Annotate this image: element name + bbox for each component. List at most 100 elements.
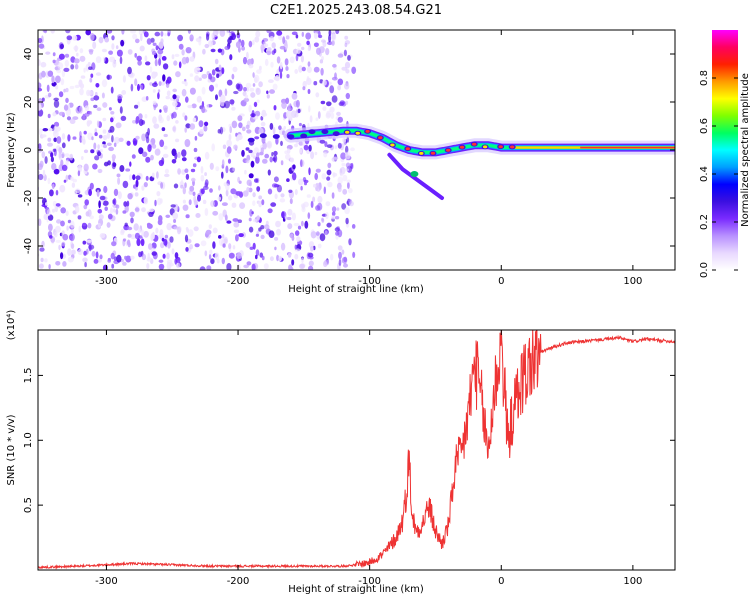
noise-speckle <box>38 263 44 269</box>
noise-speckle <box>174 152 178 160</box>
noise-speckle <box>48 128 53 132</box>
noise-speckle <box>344 83 350 90</box>
noise-speckle <box>162 74 166 82</box>
noise-speckle <box>141 120 146 125</box>
noise-speckle <box>286 74 290 79</box>
noise-speckle <box>135 135 140 140</box>
noise-speckle <box>127 66 132 75</box>
noise-speckle <box>303 144 309 151</box>
noise-speckle <box>320 100 326 105</box>
noise-speckle <box>260 44 265 52</box>
noise-speckle <box>285 35 290 40</box>
noise-speckle <box>147 223 153 229</box>
noise-speckle <box>208 84 215 92</box>
noise-speckle <box>95 56 102 64</box>
noise-speckle <box>233 229 240 234</box>
noise-speckle <box>145 136 150 144</box>
noise-speckle <box>136 55 142 62</box>
signal-hotspot <box>365 129 370 133</box>
noise-speckle <box>192 117 197 123</box>
noise-speckle <box>281 101 287 109</box>
noise-speckle <box>310 231 317 239</box>
noise-speckle <box>106 30 113 34</box>
noise-speckle <box>182 199 186 204</box>
noise-speckle <box>60 159 64 167</box>
noise-speckle <box>344 61 351 69</box>
noise-speckle <box>244 169 247 175</box>
bottom-y-scale-label: (x10⁴) <box>6 310 17 341</box>
noise-speckle <box>96 107 102 112</box>
noise-speckle <box>115 45 119 50</box>
noise-speckle <box>297 108 301 113</box>
noise-speckle <box>61 142 66 149</box>
noise-speckle <box>225 183 230 191</box>
noise-speckle <box>138 147 144 155</box>
noise-speckle <box>77 248 84 255</box>
noise-speckle <box>52 52 56 57</box>
noise-speckle <box>232 245 236 250</box>
noise-speckle <box>306 66 312 73</box>
noise-speckle <box>248 40 253 48</box>
noise-speckle <box>289 56 295 64</box>
noise-speckle <box>260 225 265 230</box>
noise-speckle <box>261 255 265 261</box>
noise-speckle <box>61 70 66 78</box>
noise-speckle <box>125 255 132 263</box>
noise-speckle <box>185 47 192 54</box>
signal-blob <box>272 134 280 139</box>
noise-speckle <box>313 183 317 188</box>
noise-speckle <box>106 132 111 139</box>
noise-speckle <box>351 66 357 75</box>
noise-speckle <box>252 219 258 223</box>
noise-speckle <box>38 109 44 117</box>
noise-speckle <box>218 235 222 239</box>
noise-speckle <box>300 55 304 63</box>
noise-speckle <box>140 33 143 42</box>
noise-speckle <box>91 250 96 257</box>
noise-speckle <box>242 190 249 197</box>
noise-speckle <box>278 125 282 130</box>
noise-speckle <box>256 69 262 74</box>
noise-speckle <box>172 101 178 107</box>
noise-speckle <box>58 53 65 60</box>
colorbar-ticks: 0.0 0.2 0.4 0.6 0.8 <box>699 70 738 278</box>
noise-speckle <box>228 36 233 40</box>
noise-speckle <box>254 136 260 140</box>
noise-speckle <box>252 192 256 198</box>
noise-speckle <box>133 223 139 231</box>
noise-speckle <box>218 185 221 191</box>
noise-speckle <box>341 203 347 210</box>
noise-speckle <box>302 80 307 88</box>
noise-speckle <box>278 34 283 40</box>
noise-speckle <box>332 156 339 160</box>
noise-speckle <box>56 69 62 74</box>
noise-speckle <box>157 219 163 226</box>
noise-speckle <box>212 227 218 234</box>
noise-speckle <box>177 34 184 42</box>
noise-speckle <box>181 80 186 85</box>
noise-speckle <box>87 120 93 125</box>
noise-speckle <box>307 212 311 220</box>
noise-speckle <box>295 230 300 236</box>
noise-speckle <box>92 163 98 170</box>
noise-speckle <box>332 172 336 178</box>
noise-speckle <box>278 255 282 262</box>
noise-speckle <box>310 200 314 208</box>
noise-speckle <box>335 216 340 220</box>
noise-speckle <box>60 252 64 260</box>
noise-speckle <box>108 129 112 133</box>
noise-speckle <box>56 136 62 144</box>
noise-speckle <box>158 259 164 263</box>
noise-speckle <box>200 240 207 247</box>
noise-speckle <box>149 208 154 213</box>
noise-speckle <box>291 212 296 221</box>
noise-speckle <box>166 76 172 84</box>
noise-speckle <box>66 225 69 231</box>
signal-blob <box>259 133 267 139</box>
noise-speckle <box>238 122 243 129</box>
noise-speckle <box>87 90 94 96</box>
noise-speckle <box>250 92 256 98</box>
noise-speckle <box>174 252 179 259</box>
noise-speckle <box>255 30 261 38</box>
noise-speckle <box>208 253 212 260</box>
